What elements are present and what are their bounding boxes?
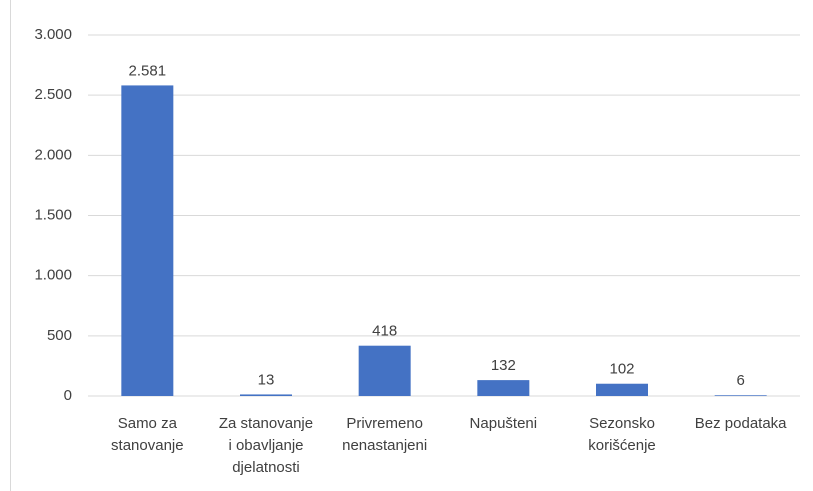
x-tick-label: Napušteni [470, 415, 538, 432]
y-tick-label: 0 [64, 387, 72, 404]
x-tick-label: nenastanjeni [342, 437, 427, 454]
data-label: 102 [609, 361, 634, 378]
data-label: 13 [258, 371, 275, 388]
x-tick-label: stanovanje [111, 437, 184, 454]
x-tick-label: korišćenje [588, 437, 656, 454]
data-label: 6 [736, 372, 744, 389]
data-label: 418 [372, 323, 397, 340]
x-tick-label: Privremeno [346, 415, 423, 432]
x-tick-label: Samo za [118, 415, 178, 432]
y-tick-label: 1.500 [34, 206, 72, 223]
y-tick-label: 500 [47, 327, 72, 344]
bar [358, 345, 411, 396]
x-tick-label: djelatnosti [232, 459, 300, 476]
x-tick-label: Sezonsko [589, 415, 655, 432]
bar [121, 85, 174, 396]
bar [240, 394, 292, 396]
chart-frame [10, 0, 11, 491]
data-label: 132 [491, 357, 516, 374]
bar [596, 383, 648, 396]
bar [714, 395, 767, 396]
x-tick-label: Za stanovanje [219, 415, 313, 432]
y-tick-label: 2.500 [34, 86, 72, 103]
x-tick-label: Bez podataka [695, 415, 787, 432]
y-tick-label: 1.000 [34, 267, 72, 284]
y-tick-label: 3.000 [34, 26, 72, 43]
y-tick-label: 2.000 [34, 146, 72, 163]
data-label: 2.581 [129, 62, 167, 79]
x-tick-label: i obavljanje [228, 437, 303, 454]
bar [477, 380, 530, 396]
